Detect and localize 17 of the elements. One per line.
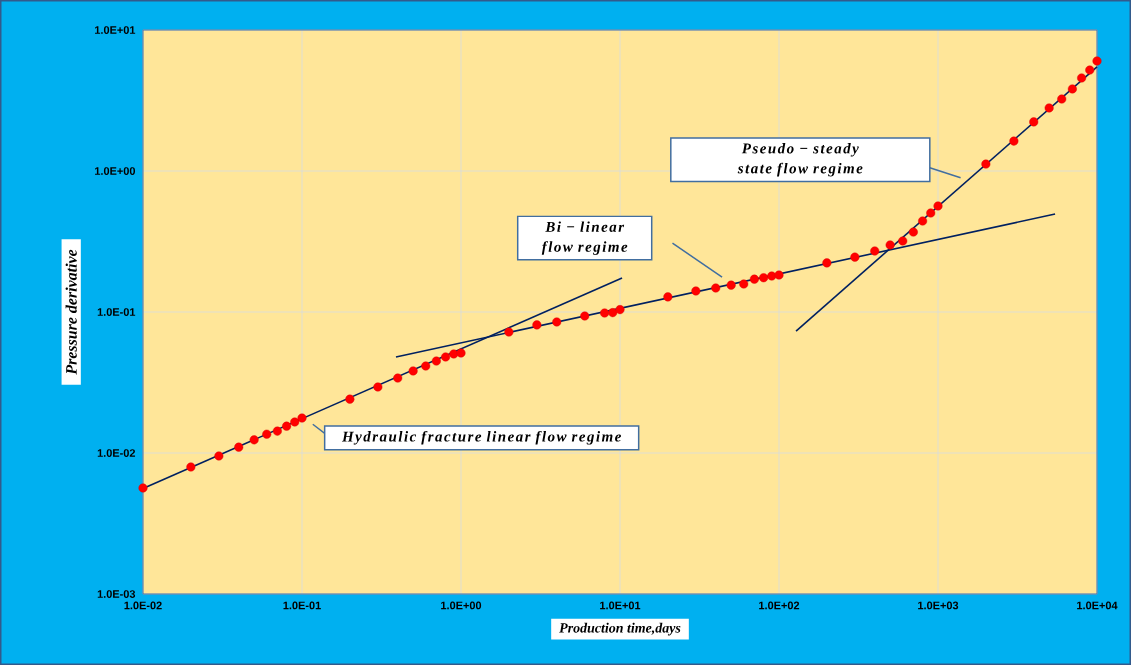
x-tick-label: 1.0E+02 [759,601,800,610]
x-tick-label: 1.0E+01 [600,601,641,610]
annotation: Hydraulic fracture linear flow regime [341,430,621,445]
x-tick-label: 1.0E+03 [918,601,959,610]
y-tick-label: 1.0E-02 [97,449,136,457]
y-tick-label: 1.0E-01 [97,308,136,316]
y-tick-label: 1.0E-03 [97,590,136,598]
x-tick-label: 1.0E-01 [283,601,321,610]
x-tick-label: 1.0E+00 [441,601,482,610]
x-tick-label: 1.0E-02 [124,601,162,610]
x-tick-label: 1.0E+04 [1077,601,1118,610]
annotation: Pseudo − steady state flow regime [737,142,863,177]
y-tick-label: 1.0E+01 [95,26,136,34]
y-tick-label: 1.0E+00 [95,167,136,175]
x-axis-title: Production time,days [559,622,681,636]
y-axis-title: Pressure derivative [65,249,77,375]
annotation: Bi − linear flow regime [541,221,628,255]
